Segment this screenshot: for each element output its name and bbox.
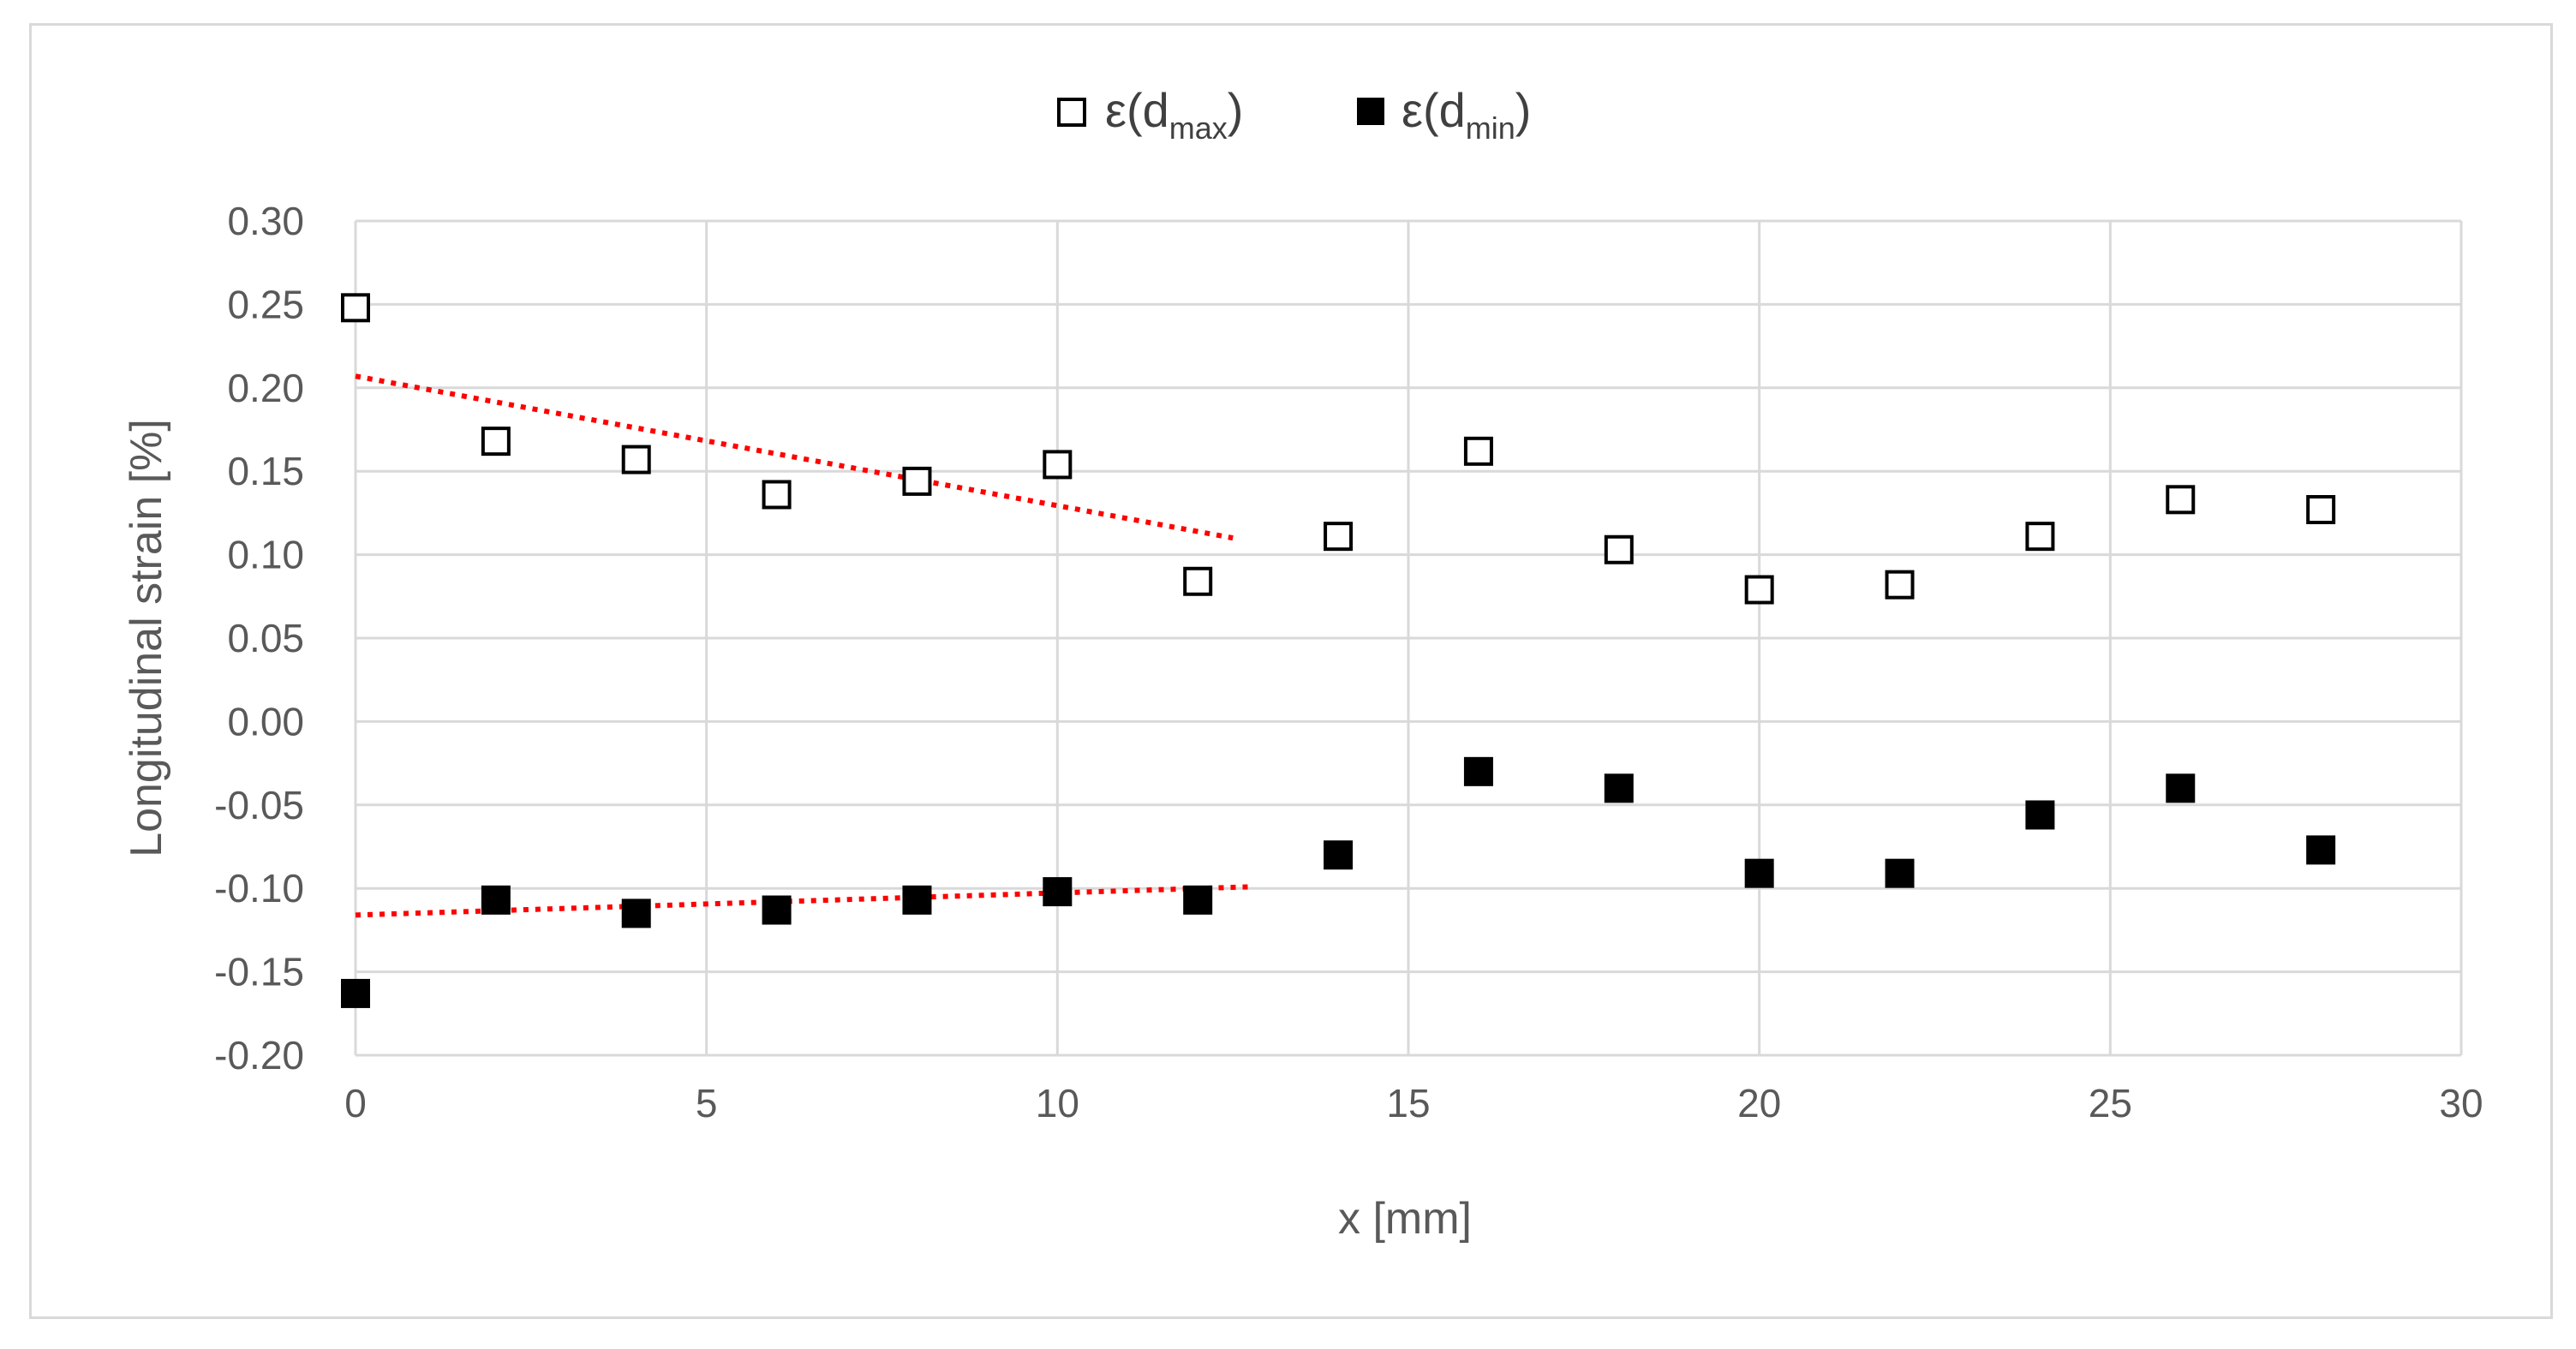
tick-labels: 0 5 10 15 20 25 30 0.30 0.25 0.20 0.15 0.10 0.05 0.00… — [214, 199, 2483, 1125]
y-tick-label-10: -0.20 — [214, 1033, 304, 1077]
point-dmax-4 — [902, 466, 932, 496]
point-dmin-8 — [1463, 756, 1493, 786]
point-dmax-3 — [762, 480, 792, 510]
x-tick-label-6: 30 — [2439, 1081, 2483, 1125]
point-dmax-6 — [1183, 566, 1213, 596]
legend-label-dmax: ε(dmax) — [1105, 83, 1243, 146]
point-dmax-12 — [2025, 522, 2055, 552]
point-dmin-12 — [2025, 800, 2055, 830]
legend-item-dmax: ε(dmax) — [1057, 83, 1243, 146]
point-dmax-2 — [621, 445, 651, 475]
x-tick-label-1: 5 — [696, 1081, 718, 1125]
point-dmin-1 — [481, 885, 511, 915]
grid-lines — [354, 219, 2463, 1057]
legend-label-dmin: ε(dmin) — [1402, 83, 1531, 146]
y-axis-title: Longitudinal strain [%] — [122, 419, 171, 857]
point-dmax-13 — [2166, 485, 2196, 515]
legend: ε(dmax) ε(dmin) — [1057, 83, 1531, 146]
y-tick-label-6: 0.00 — [227, 699, 304, 743]
point-dmin-9 — [1604, 773, 1634, 803]
point-dmax-0 — [341, 293, 370, 323]
point-dmax-5 — [1043, 450, 1073, 480]
point-dmin-14 — [2306, 835, 2336, 865]
y-tick-label-4: 0.10 — [227, 533, 304, 577]
x-tick-label-0: 0 — [344, 1081, 367, 1125]
y-tick-label-1: 0.25 — [227, 282, 304, 326]
point-dmin-10 — [1744, 858, 1774, 888]
trendlines — [355, 373, 1254, 918]
legend-dmin-sub: min — [1466, 110, 1515, 146]
point-dmin-6 — [1183, 885, 1213, 915]
point-dmin-7 — [1324, 840, 1354, 870]
point-dmin-3 — [762, 895, 792, 925]
point-dmax-1 — [481, 427, 511, 457]
point-dmin-4 — [902, 885, 932, 915]
legend-hollow-square-icon — [1057, 98, 1086, 127]
y-tick-label-2: 0.20 — [227, 366, 304, 410]
y-tick-label-7: -0.05 — [214, 783, 304, 827]
legend-item-dmin: ε(dmin) — [1357, 83, 1531, 146]
point-dmax-11 — [1885, 570, 1915, 600]
data-markers — [341, 293, 2336, 1008]
point-dmax-7 — [1324, 522, 1354, 552]
point-dmin-0 — [341, 978, 370, 1008]
trendline-0 — [355, 373, 1234, 541]
point-dmax-10 — [1744, 575, 1774, 605]
point-dmin-13 — [2166, 773, 2196, 803]
legend-dmin-suffix: ) — [1515, 83, 1532, 137]
legend-dmax-suffix: ) — [1228, 83, 1244, 137]
x-tick-label-2: 10 — [1036, 1081, 1079, 1125]
point-dmin-11 — [1885, 858, 1915, 888]
point-dmin-2 — [621, 898, 651, 928]
legend-dmax-prefix: ε(d — [1105, 83, 1169, 137]
y-tick-label-8: -0.10 — [214, 866, 304, 910]
point-dmax-14 — [2306, 495, 2336, 525]
x-axis-title: x [mm] — [1338, 1194, 1472, 1244]
legend-dmin-prefix: ε(d — [1402, 83, 1466, 137]
y-tick-label-9: -0.15 — [214, 950, 304, 994]
y-tick-label-3: 0.15 — [227, 449, 304, 493]
chart-frame — [29, 23, 2553, 1319]
y-tick-label-5: 0.05 — [227, 616, 304, 660]
y-tick-label-0: 0.30 — [227, 199, 304, 243]
point-dmin-5 — [1043, 877, 1073, 907]
legend-filled-square-icon — [1357, 98, 1384, 125]
x-tick-label-3: 15 — [1386, 1081, 1430, 1125]
x-tick-label-5: 25 — [2089, 1081, 2132, 1125]
legend-dmax-sub: max — [1169, 110, 1228, 146]
point-dmax-9 — [1604, 534, 1634, 564]
point-dmax-8 — [1463, 436, 1493, 466]
x-tick-label-4: 20 — [1737, 1081, 1781, 1125]
